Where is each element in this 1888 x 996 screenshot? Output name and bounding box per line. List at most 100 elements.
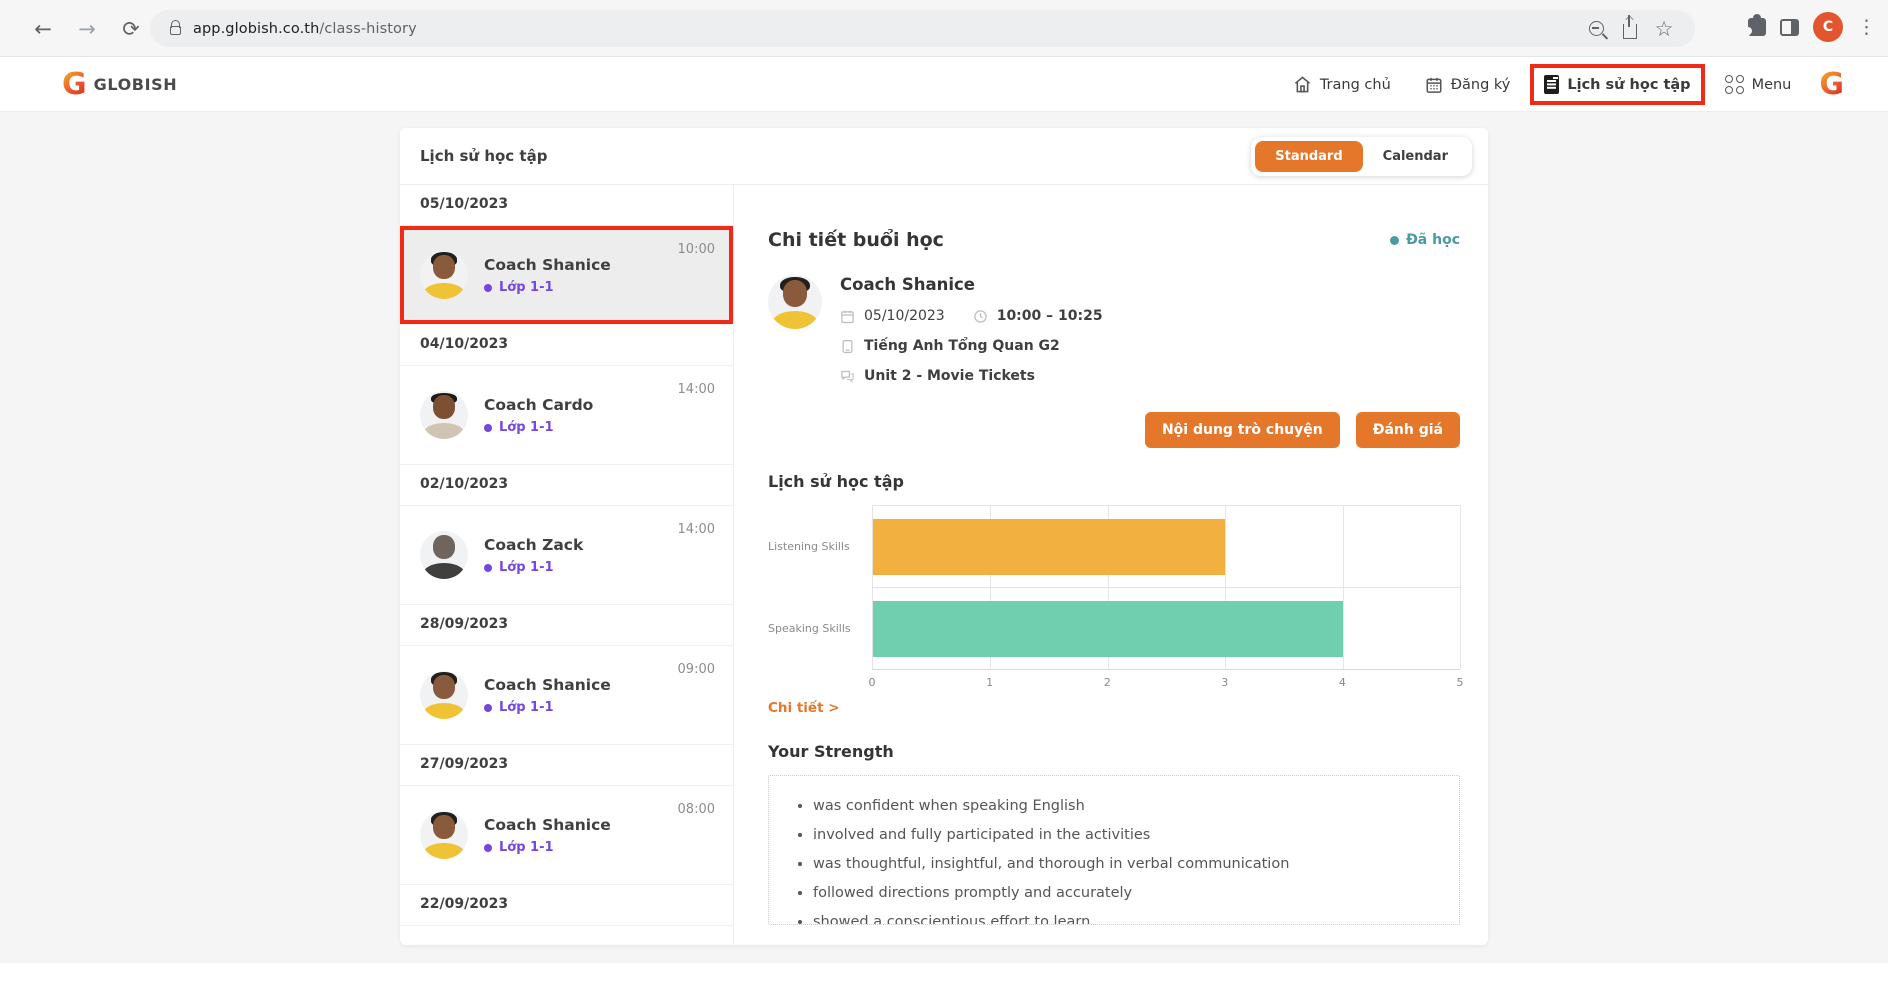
browser-toolbar: ← → ⟳ app.globish.co.th/class-history ☆ … xyxy=(0,0,1888,57)
detail-date: 05/10/2023 xyxy=(864,308,945,324)
zoom-out-icon[interactable] xyxy=(1579,12,1613,46)
x-tick: 5 xyxy=(1456,676,1464,689)
nav-item-register[interactable]: Đăng ký xyxy=(1423,66,1513,104)
course-book-icon xyxy=(840,339,855,354)
strength-item: showed a conscientious effort to learn xyxy=(813,908,1439,924)
coach-name: Coach Shanice xyxy=(484,676,611,694)
detail-title: Chi tiết buổi học xyxy=(768,229,944,251)
strength-section-title: Your Strength xyxy=(768,742,894,761)
strength-box: was confident when speaking English invo… xyxy=(768,775,1460,925)
browser-profile-avatar[interactable]: C xyxy=(1813,12,1843,42)
class-type-badge: Lớp 1-1 xyxy=(484,560,583,575)
date-header: 27/09/2023 xyxy=(400,745,733,786)
class-history-card: Lịch sử học tập Standard Calendar 05/10/… xyxy=(400,128,1488,945)
chat-content-button[interactable]: Nội dung trò chuyện xyxy=(1144,412,1340,448)
rating-button[interactable]: Đánh giá xyxy=(1355,412,1460,448)
strength-item: was thoughtful, insightful, and thorough… xyxy=(813,850,1439,879)
bar-speaking-skills xyxy=(873,600,1343,657)
class-detail-panel: Chi tiết buổi học Đã học Coach Shanice 0… xyxy=(734,185,1488,945)
coach-avatar xyxy=(420,531,468,579)
nav-item-home[interactable]: Trang chủ xyxy=(1291,65,1393,104)
chart-section-title: Lịch sử học tập xyxy=(768,472,904,491)
coach-name: Coach Cardo xyxy=(484,396,594,414)
nav-item-label: Lịch sử học tập xyxy=(1567,76,1691,93)
history-list[interactable]: 05/10/2023 Coach Shanice Lớp 1-1 10:00 0… xyxy=(400,185,734,945)
bottom-margin xyxy=(0,963,1888,996)
status-dot-icon xyxy=(1390,235,1400,245)
chat-bubbles-icon xyxy=(840,369,855,384)
globish-logo-mark: G xyxy=(62,66,87,102)
strength-item: followed directions promptly and accurat… xyxy=(813,879,1439,908)
x-tick: 2 xyxy=(1103,676,1111,689)
list-item-class[interactable]: Coach Shanice Lớp 1-1 10:00 xyxy=(400,226,733,325)
page-background: Lịch sử học tập Standard Calendar 05/10/… xyxy=(0,112,1888,963)
nav-item-label: Menu xyxy=(1751,76,1792,93)
coach-avatar xyxy=(420,391,468,439)
strength-item: involved and fully participated in the a… xyxy=(813,821,1439,850)
class-time: 08:00 xyxy=(677,802,715,817)
class-time: 10:00 xyxy=(677,242,715,257)
list-item-class[interactable]: Coach Zack Lớp 1-1 14:00 xyxy=(400,506,733,605)
coach-avatar xyxy=(420,251,468,299)
url-text[interactable]: app.globish.co.th/class-history xyxy=(193,20,417,37)
class-type-dot-icon xyxy=(484,843,492,852)
class-type-badge: Lớp 1-1 xyxy=(484,280,611,295)
detail-unit: Unit 2 - Movie Tickets xyxy=(864,368,1035,384)
globish-logo-text: GLOBISH xyxy=(93,75,178,94)
class-type-dot-icon xyxy=(484,423,492,432)
grid-menu-icon xyxy=(1724,75,1744,94)
detail-course: Tiếng Anh Tổng Quan G2 xyxy=(864,338,1060,354)
user-profile-logo[interactable]: G xyxy=(1819,66,1844,102)
list-item-class[interactable]: Coach Shanice Lớp 1-1 08:00 xyxy=(400,786,733,885)
status-badge: Đã học xyxy=(1390,232,1460,248)
chart-detail-link[interactable]: Chi tiết > xyxy=(768,700,840,716)
class-time: 14:00 xyxy=(677,382,715,397)
address-bar[interactable]: app.globish.co.th/class-history ☆ xyxy=(150,10,1695,47)
site-header: G GLOBISH Trang chủ Đăng ký Lịch sử học … xyxy=(0,58,1888,112)
class-time: 14:00 xyxy=(677,522,715,537)
date-header: 05/10/2023 xyxy=(400,185,733,226)
list-item-class[interactable]: Coach Cardo Lớp 1-1 14:00 xyxy=(400,366,733,465)
coach-avatar xyxy=(420,671,468,719)
browser-menu-icon[interactable]: ⋮ xyxy=(1857,16,1876,38)
extensions-icon[interactable] xyxy=(1744,14,1766,36)
list-item-class[interactable]: Coach Shanice Lớp 1-1 09:00 xyxy=(400,646,733,745)
date-header: 02/10/2023 xyxy=(400,465,733,506)
class-type-dot-icon xyxy=(484,703,492,712)
view-toggle: Standard Calendar xyxy=(1251,136,1472,176)
nav-item-menu[interactable]: Menu xyxy=(1723,65,1794,104)
main-nav: Trang chủ Đăng ký Lịch sử học tập Menu xyxy=(1291,64,1794,105)
class-type-badge: Lớp 1-1 xyxy=(484,840,611,855)
bookmark-star-icon[interactable]: ☆ xyxy=(1654,16,1674,41)
chart-category-label: Speaking Skills xyxy=(768,621,851,635)
side-panel-icon[interactable] xyxy=(1780,18,1799,36)
class-type-badge: Lớp 1-1 xyxy=(484,700,611,715)
nav-item-label: Trang chủ xyxy=(1319,76,1391,93)
chart-x-axis: 0 1 2 3 4 5 xyxy=(869,670,1464,694)
calendar-icon xyxy=(1425,76,1443,94)
coach-name: Coach Shanice xyxy=(484,256,611,274)
card-header: Lịch sử học tập Standard Calendar xyxy=(400,128,1488,185)
nav-item-class-history[interactable]: Lịch sử học tập xyxy=(1530,64,1705,105)
back-button[interactable]: ← xyxy=(34,17,52,41)
date-header: 28/09/2023 xyxy=(400,605,733,646)
document-icon xyxy=(1544,75,1560,94)
forward-button[interactable]: → xyxy=(78,17,96,41)
date-header: 04/10/2023 xyxy=(400,325,733,366)
calendar-icon xyxy=(840,309,855,324)
skills-bar-chart: Listening Skills Speaking Skills xyxy=(768,505,1461,670)
bar-listening-skills xyxy=(873,518,1226,575)
class-type-badge: Lớp 1-1 xyxy=(484,420,593,435)
chart-category-label: Listening Skills xyxy=(768,539,850,553)
class-time: 09:00 xyxy=(677,662,715,677)
home-icon xyxy=(1293,75,1312,94)
card-title: Lịch sử học tập xyxy=(420,147,548,165)
toggle-calendar-button[interactable]: Calendar xyxy=(1363,141,1468,172)
toggle-standard-button[interactable]: Standard xyxy=(1255,140,1363,172)
share-icon[interactable] xyxy=(1613,12,1647,46)
nav-item-label: Đăng ký xyxy=(1450,76,1511,93)
globish-logo[interactable]: G GLOBISH xyxy=(62,66,178,102)
coach-avatar xyxy=(768,275,822,329)
reload-button[interactable]: ⟳ xyxy=(122,17,140,41)
